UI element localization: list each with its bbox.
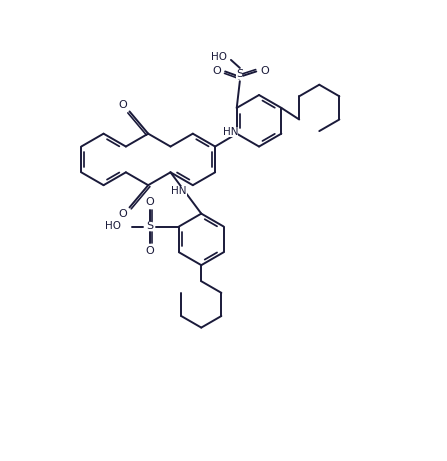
- Text: HN: HN: [172, 186, 187, 196]
- Text: O: O: [260, 65, 269, 76]
- Text: S: S: [146, 221, 153, 230]
- Text: O: O: [146, 246, 155, 256]
- Text: HO: HO: [211, 52, 227, 62]
- Text: O: O: [212, 65, 221, 76]
- Text: O: O: [118, 100, 127, 110]
- Text: O: O: [146, 197, 155, 207]
- Text: HO: HO: [105, 221, 121, 230]
- Text: HN: HN: [223, 127, 238, 137]
- Text: S: S: [236, 69, 244, 79]
- Text: O: O: [118, 209, 127, 219]
